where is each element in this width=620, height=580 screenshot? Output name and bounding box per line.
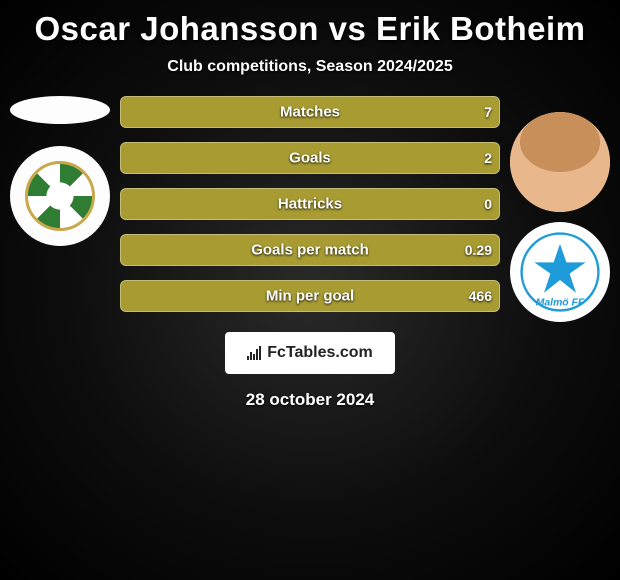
stat-value-right: 0.29: [465, 242, 492, 258]
svg-text:Malmö FF: Malmö FF: [536, 298, 585, 309]
footer: FcTables.com 28 october 2024: [0, 332, 620, 410]
page-title: Oscar Johansson vs Erik Botheim: [0, 0, 620, 48]
stat-label: Goals per match: [251, 242, 369, 259]
page-subtitle: Club competitions, Season 2024/2025: [0, 58, 620, 76]
right-club-crest: Malmö FF: [510, 222, 610, 322]
face-icon: [510, 112, 610, 212]
stat-bars: Matches 7 Goals 2 Hattricks 0 Goals per match 0…: [120, 96, 500, 312]
stat-label: Min per goal: [266, 288, 354, 305]
stat-row: Goals 2: [120, 142, 500, 174]
stat-value-right: 466: [469, 288, 492, 304]
chart-icon: [247, 346, 261, 360]
right-player-avatar: [510, 112, 610, 212]
stat-row: Matches 7: [120, 96, 500, 128]
brand-text: FcTables.com: [267, 344, 373, 362]
left-player-column: [5, 96, 115, 246]
stat-value-right: 7: [484, 104, 492, 120]
stat-label: Matches: [280, 104, 340, 121]
stat-row: Goals per match 0.29: [120, 234, 500, 266]
left-player-avatar: [10, 96, 110, 124]
left-club-crest: [10, 146, 110, 246]
stat-label: Hattricks: [278, 196, 342, 213]
right-player-column: Malmö FF: [505, 96, 615, 322]
stat-value-right: 0: [484, 196, 492, 212]
malmo-crest-icon: Malmö FF: [520, 232, 600, 312]
stat-label: Goals: [289, 150, 331, 167]
stat-value-right: 2: [484, 150, 492, 166]
date-text: 28 october 2024: [246, 390, 375, 410]
stat-row: Min per goal 466: [120, 280, 500, 312]
comparison-arena: Malmö FF Matches 7 Goals 2 Hattricks 0 Goals p…: [0, 96, 620, 312]
brand-logo: FcTables.com: [225, 332, 395, 374]
hammarby-crest-icon: [25, 161, 95, 231]
stat-row: Hattricks 0: [120, 188, 500, 220]
